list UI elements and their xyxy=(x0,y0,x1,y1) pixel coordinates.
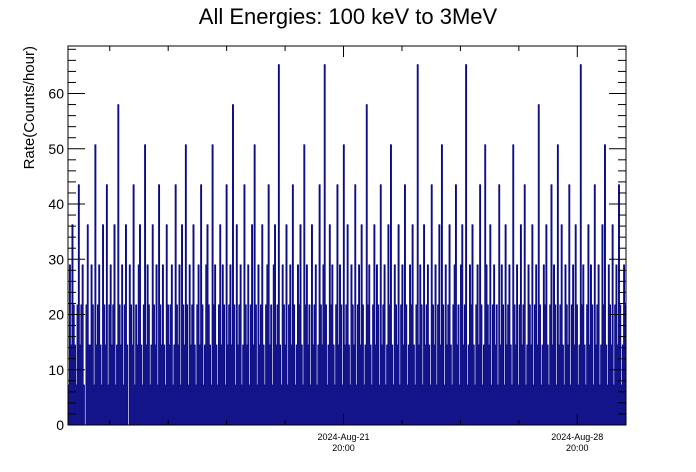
y-tick-label: 10 xyxy=(48,362,64,378)
y-tick-label: 40 xyxy=(48,196,64,212)
y-axis-label: Rate(Counts/hour) xyxy=(21,46,38,169)
y-tick-label: 60 xyxy=(48,86,64,102)
x-tick-label-date: 2024-Aug-28 xyxy=(551,432,603,442)
chart-title: All Energies: 100 keV to 3MeV xyxy=(199,4,498,29)
tick-labels: 01020304050602024-Aug-2120:002024-Aug-28… xyxy=(48,86,603,453)
plot-frame xyxy=(67,45,627,426)
x-tick-label-time: 20:00 xyxy=(332,443,355,453)
y-tick-label: 0 xyxy=(56,417,64,433)
x-tick-label-date: 2024-Aug-21 xyxy=(317,432,369,442)
series-0-histogram xyxy=(67,64,627,426)
y-tick-label: 50 xyxy=(48,141,64,157)
histogram-series xyxy=(67,64,627,426)
y-tick-label: 20 xyxy=(48,307,64,323)
y-tick-label: 30 xyxy=(48,251,64,267)
x-tick-label-time: 20:00 xyxy=(566,443,589,453)
